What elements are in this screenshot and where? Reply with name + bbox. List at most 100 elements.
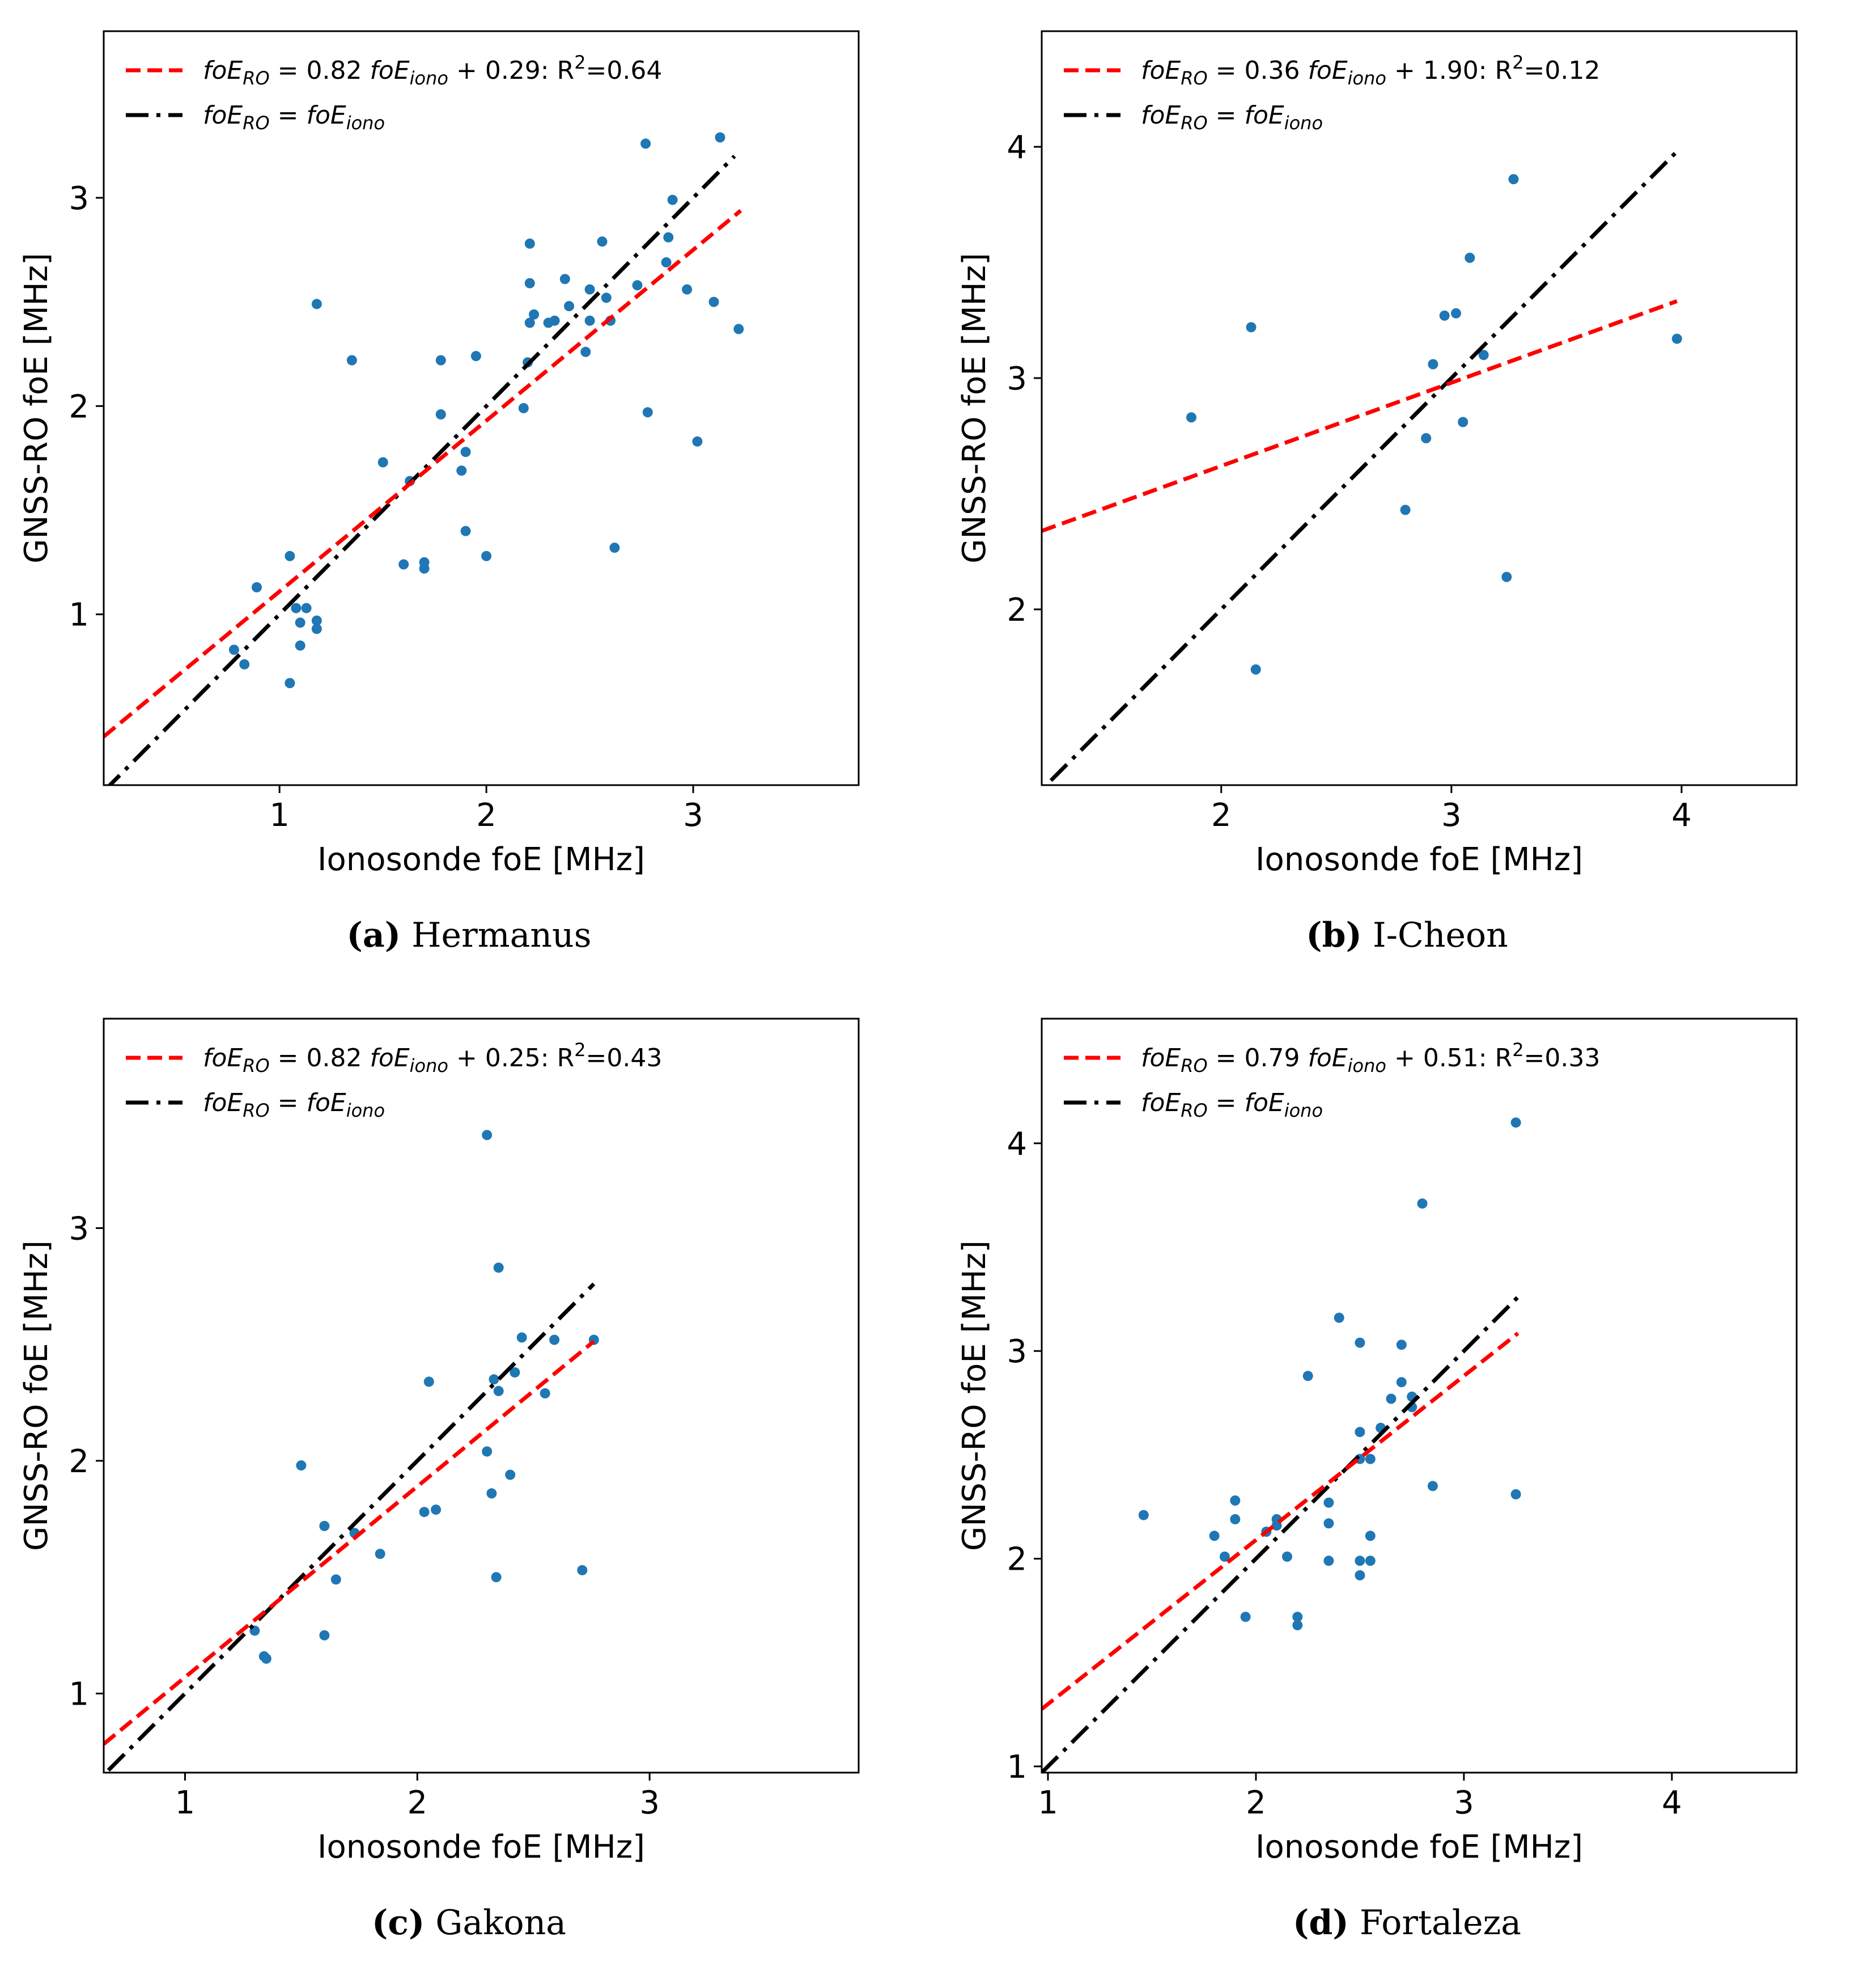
x-tick-label: 4 — [1662, 1785, 1682, 1821]
caption-letter: d — [1309, 1903, 1333, 1943]
data-point — [577, 1565, 588, 1575]
data-point — [1219, 1552, 1230, 1562]
data-point — [1396, 1340, 1407, 1350]
caption-title: Gakona — [435, 1903, 566, 1943]
data-point — [419, 1507, 430, 1518]
caption-gakona: (c) Gakona — [371, 1903, 566, 1943]
data-point — [601, 293, 612, 303]
data-point — [584, 315, 595, 326]
data-point — [1451, 308, 1461, 319]
legend-identity-label: foERO = foEiono — [203, 101, 385, 134]
legend: foERO = 0.82 foEiono + 0.29: R2=0.64 foER… — [126, 52, 662, 134]
data-point — [516, 1332, 527, 1343]
caption-title: Hermanus — [411, 916, 592, 955]
data-point — [1421, 433, 1432, 443]
y-axis-label: GNSS-RO foE [MHz] — [18, 1240, 55, 1551]
data-point — [1439, 310, 1450, 321]
data-point — [1365, 1531, 1376, 1541]
data-point — [1365, 1556, 1376, 1566]
data-point — [481, 550, 492, 561]
data-point — [667, 194, 678, 205]
plot-area — [104, 132, 744, 785]
y-axis-label: GNSS-RO foE [MHz] — [18, 253, 55, 563]
identity-line — [1042, 1295, 1520, 1773]
data-point — [456, 465, 467, 476]
data-point — [708, 296, 719, 307]
data-point — [1302, 1371, 1313, 1381]
data-point — [559, 274, 570, 285]
data-point — [311, 299, 322, 310]
chart-gakona: 1 2 3 1 2 3 Ionosonde foE [MHz] GNSS-RO foE [MH… — [18, 1018, 860, 1866]
data-point — [1246, 322, 1257, 333]
identity-line — [107, 1282, 596, 1772]
chart-fortaleza: 1 2 3 4 1 2 3 4 Ionosonde foE [MHz] GNSS-RO foE [… — [956, 1018, 1798, 1866]
caption-title: Fortaleza — [1359, 1903, 1521, 1943]
data-point — [1355, 1570, 1365, 1580]
legend-identity-label: foERO = foEiono — [203, 1088, 385, 1121]
chart-hermanus: 1 2 3 1 2 3 Ionosonde foE [MHz] GNSS-RO foE [MH… — [18, 30, 860, 878]
y-tick-label: 4 — [1007, 129, 1027, 166]
x-axis-label: Ionosonde foE [MHz] — [317, 841, 645, 878]
data-point — [239, 659, 250, 669]
fit-line — [104, 209, 742, 739]
data-point — [261, 1653, 271, 1664]
data-point — [661, 257, 672, 268]
data-point — [1355, 1337, 1365, 1348]
data-point — [460, 447, 471, 457]
data-point — [1501, 571, 1512, 582]
data-point — [524, 278, 535, 289]
x-tick-label: 2 — [476, 797, 496, 834]
data-point — [1458, 417, 1468, 427]
data-point — [1323, 1556, 1334, 1566]
data-point — [1478, 350, 1489, 361]
legend-identity-label: foERO = foEiono — [1141, 101, 1323, 134]
data-point — [1428, 359, 1438, 370]
data-point — [692, 436, 703, 447]
caption-hermanus: (a) Hermanus — [346, 916, 592, 955]
data-point — [1323, 1518, 1334, 1529]
data-point — [510, 1367, 520, 1378]
data-point — [549, 1334, 560, 1345]
data-point — [295, 640, 305, 651]
data-point — [518, 403, 529, 413]
data-point — [460, 525, 471, 536]
x-tick-label: 1 — [175, 1785, 196, 1821]
data-point — [580, 346, 591, 357]
chart-i-cheon: 2 3 4 2 3 4 Ionosonde foE [MHz] GNSS-RO foE [MH… — [956, 30, 1798, 878]
y-tick-label: 4 — [1007, 1126, 1027, 1163]
data-point — [642, 407, 653, 418]
data-point — [1292, 1612, 1303, 1622]
data-point — [319, 1520, 330, 1531]
data-point — [493, 1262, 504, 1273]
data-point — [311, 624, 322, 634]
data-point — [311, 615, 322, 626]
caption-fortaleza: (d) Fortaleza — [1293, 1903, 1521, 1943]
data-point — [285, 678, 295, 688]
y-tick-label: 2 — [1007, 1541, 1027, 1578]
legend-identity-label: foERO = foEiono — [1141, 1088, 1323, 1121]
y-axis-label: GNSS-RO foE [MHz] — [956, 1240, 993, 1551]
data-point — [584, 284, 595, 295]
legend-fit-label: foERO = 0.36 foEiono + 1.90: R2=0.12 — [1141, 52, 1600, 89]
data-point — [377, 457, 388, 468]
data-point — [1508, 174, 1519, 185]
data-point — [285, 550, 295, 561]
x-tick-label: 1 — [1038, 1785, 1058, 1821]
data-point — [505, 1469, 516, 1480]
data-point — [715, 132, 725, 143]
data-point — [491, 1572, 502, 1583]
data-point — [1417, 1198, 1428, 1209]
x-axis-label: Ionosonde foE [MHz] — [317, 1829, 645, 1866]
data-point — [346, 355, 357, 366]
data-point — [330, 1574, 341, 1585]
data-point — [489, 1374, 499, 1385]
data-point — [597, 236, 608, 247]
caption-letter: c — [388, 1903, 409, 1943]
data-point — [1396, 1377, 1407, 1388]
data-point — [252, 582, 262, 592]
x-tick-label: 3 — [1441, 797, 1462, 834]
legend-fit-label: foERO = 0.82 foEiono + 0.25: R2=0.43 — [203, 1039, 662, 1076]
plot-area — [104, 1130, 599, 1772]
data-point — [1230, 1514, 1241, 1524]
